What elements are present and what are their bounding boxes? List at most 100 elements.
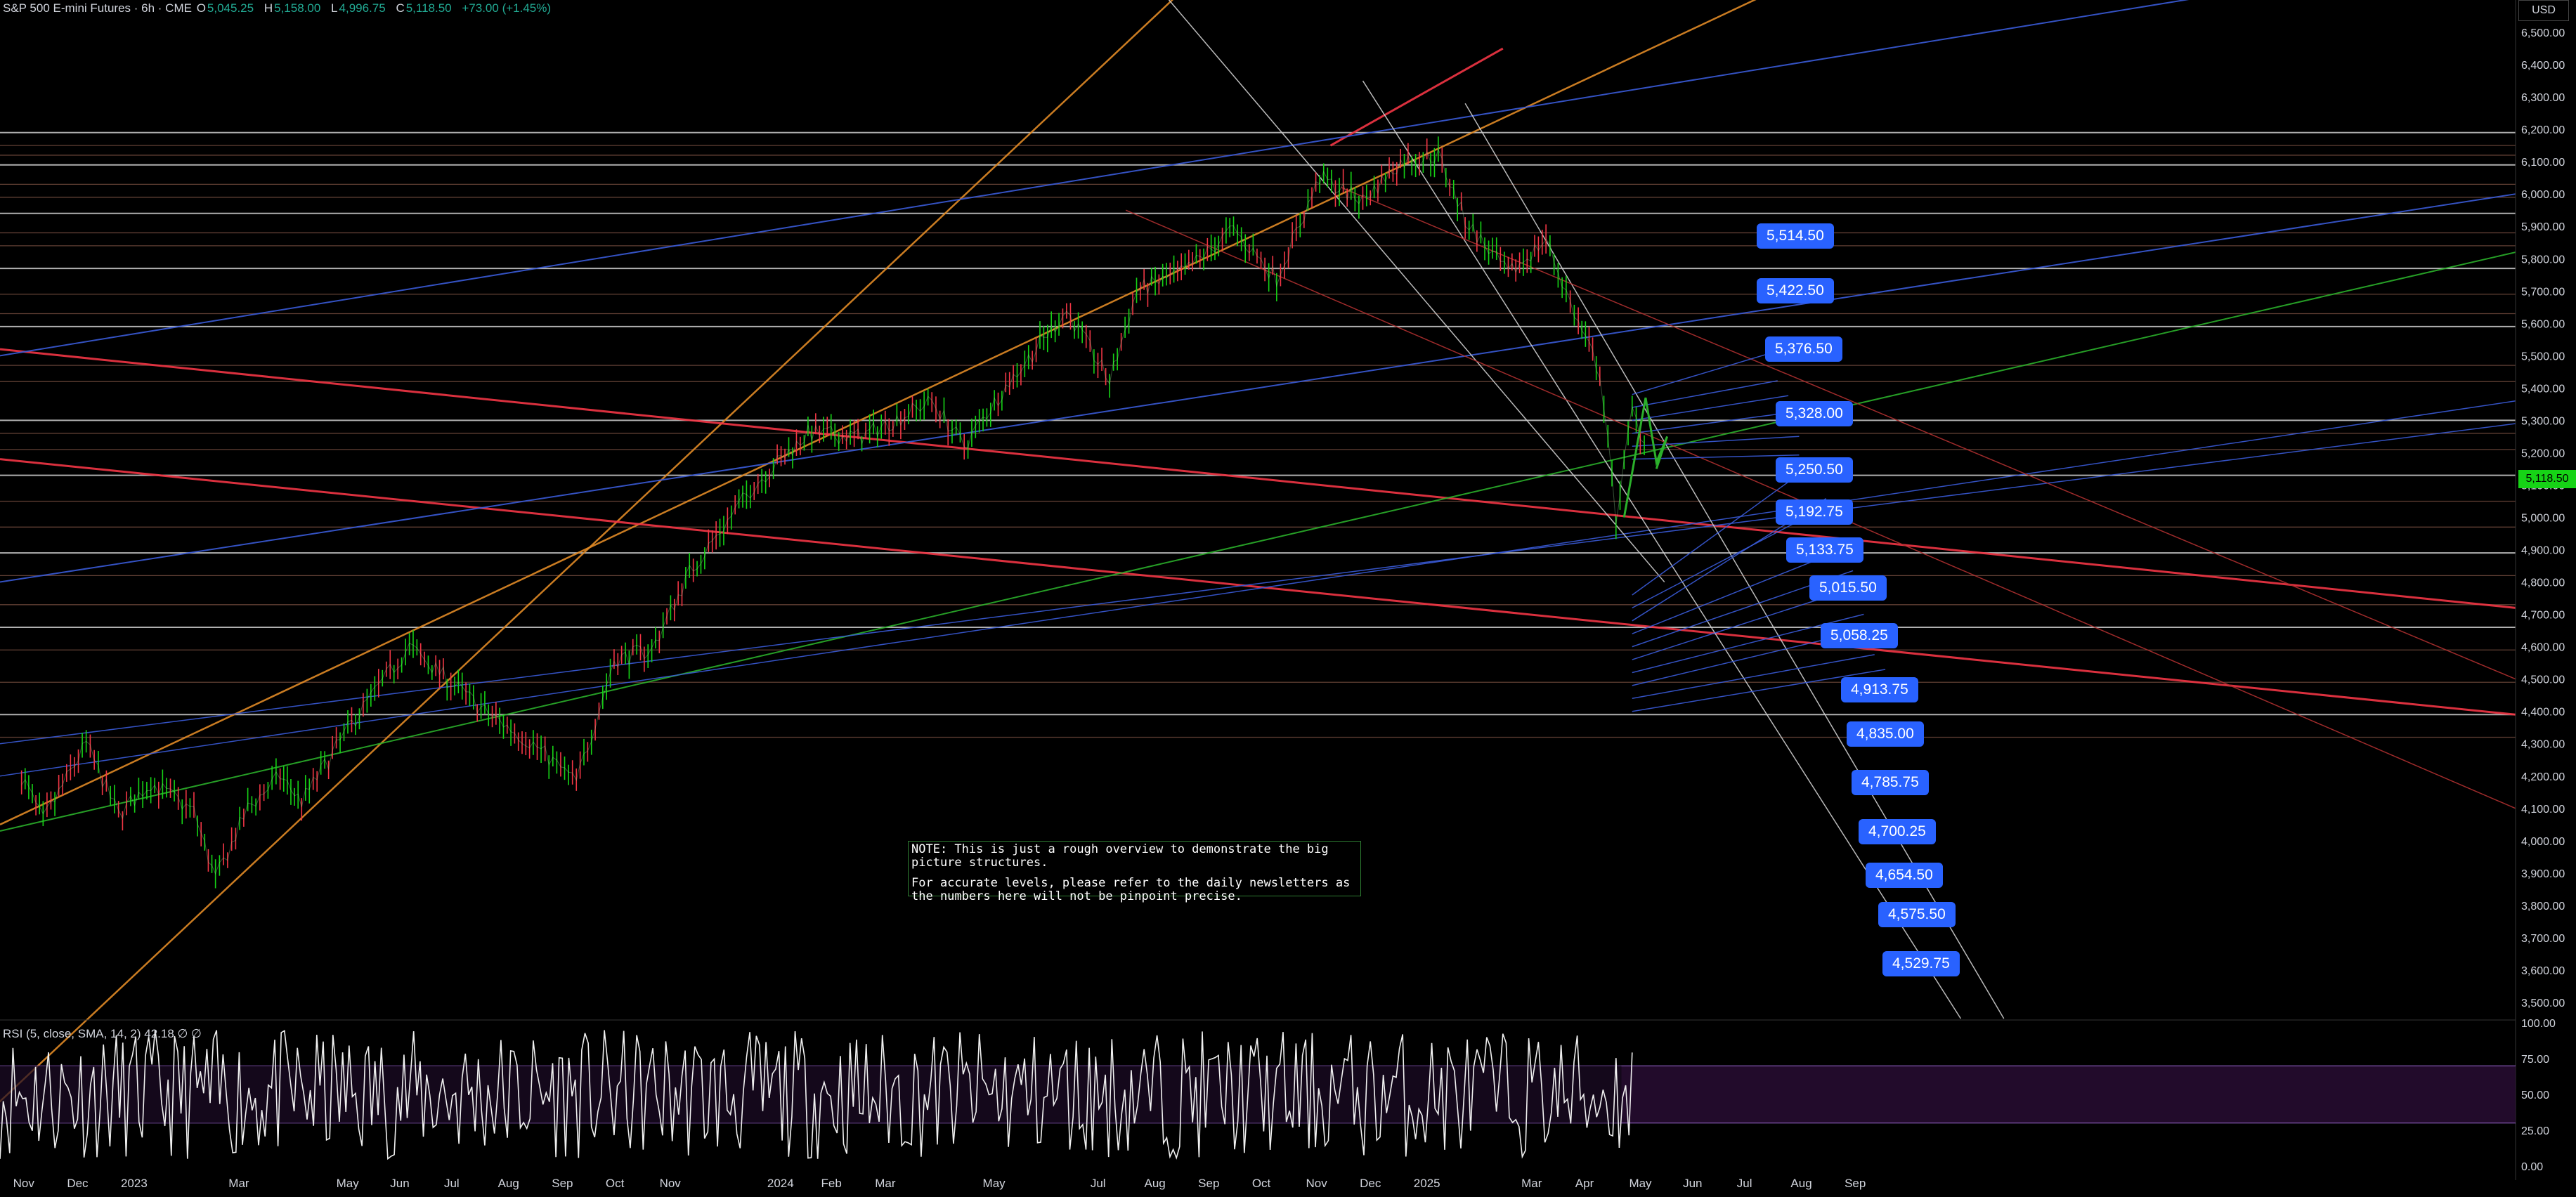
time-axis-tick: Jul [1737,1177,1752,1190]
projection-line [1632,654,1875,700]
price-level-label: 5,514.50 [1757,223,1834,249]
note-line-1: NOTE: This is just a rough overview to d… [911,842,1329,870]
time-axis-tick: Nov [13,1177,35,1190]
last-price-tag: 5,118.50 [2518,469,2576,488]
price-axis-tick: 5,900.00 [2521,221,2565,233]
time-axis-tick: 2025 [1414,1177,1440,1190]
projection-line [1632,436,1800,447]
projection-line [1632,410,1800,434]
trend-line [0,400,2516,777]
trend-line [1329,47,1504,147]
price-axis-tick: 6,300.00 [2521,92,2565,104]
currency-button[interactable]: USD [2518,0,2569,21]
time-axis-tick: 2024 [767,1177,794,1190]
price-axis-tick: 6,500.00 [2521,27,2565,39]
price-path [21,148,1645,875]
trend-line [0,0,2190,357]
trend-line [1362,80,1962,1019]
time-axis-tick: Dec [1360,1177,1381,1190]
projection-line [1632,395,1789,421]
projection-line [1632,473,1800,596]
rsi-band-fill [0,1066,1622,1123]
time-axis-tick: Mar [1521,1177,1542,1190]
price-axis-tick: 4,000.00 [2521,836,2565,848]
rsi-axis-tick: 50.00 [2521,1090,2549,1101]
time-axis-tick: Nov [660,1177,682,1190]
price-axis-tick: 5,700.00 [2521,286,2565,298]
price-level-label: 5,192.75 [1776,499,1853,525]
price-axis-tick: 4,100.00 [2521,804,2565,816]
rsi-header: RSI (5, close, SMA, 14, 2) 42.18 ∅ ∅ [3,1027,202,1040]
price-axis-tick: 4,800.00 [2521,577,2565,589]
rsi-axis-tick: 100.00 [2521,1018,2556,1030]
trend-line [0,0,1757,825]
price-axis-tick: 4,700.00 [2521,610,2565,622]
price-axis-tick: 4,600.00 [2521,642,2565,654]
price-axis-tick: 3,800.00 [2521,901,2565,913]
time-axis-tick: Sep [1845,1177,1866,1190]
price-level-label: 4,785.75 [1852,770,1929,795]
price-level-label: 5,328.00 [1776,401,1853,426]
time-axis-tick: Jul [1091,1177,1106,1190]
time-axis-tick: Apr [1575,1177,1594,1190]
price-axis-tick: 4,400.00 [2521,707,2565,719]
low-value: 4,996.75 [339,1,386,15]
high-value: 5,158.00 [274,1,321,15]
price-axis-tick: 6,000.00 [2521,189,2565,201]
time-axis-tick: 2023 [121,1177,148,1190]
price-level-label: 4,700.25 [1859,819,1936,844]
rsi-axis-tick: 75.00 [2521,1054,2549,1066]
close-label: C [396,1,405,15]
rsi-axis-tick: 25.00 [2521,1125,2549,1137]
price-axis-tick: 5,200.00 [2521,447,2565,459]
price-level-label: 5,058.25 [1821,623,1898,648]
open-label: O [196,1,206,15]
price-level-label: 4,913.75 [1841,677,1918,702]
price-level-label: 4,575.50 [1878,902,1956,927]
price-level-label: 5,133.75 [1786,537,1863,563]
time-axis-tick: Feb [821,1177,842,1190]
time-axis-tick: Oct [606,1177,625,1190]
symbol-header: S&P 500 E-mini Futures · 6h · CME O 5,045… [3,1,558,15]
price-axis-tick: 5,500.00 [2521,351,2565,362]
time-axis-tick: Aug [498,1177,519,1190]
price-axis-tick: 3,700.00 [2521,933,2565,945]
price-axis-tick: 3,600.00 [2521,965,2565,977]
price-axis-tick: 6,400.00 [2521,60,2565,72]
time-axis-tick: May [337,1177,360,1190]
projection-line [1632,669,1886,712]
trend-line [0,251,2516,832]
open-value: 5,045.25 [207,1,254,15]
time-axis-tick: Aug [1790,1177,1811,1190]
time-axis-tick: Oct [1252,1177,1271,1190]
time-axis-tick: May [1629,1177,1652,1190]
rsi-future-band [1621,1066,2516,1123]
time-axis-tick: May [983,1177,1006,1190]
trend-line [1341,187,2516,680]
price-axis-tick: 5,400.00 [2521,383,2565,395]
note-box: NOTE: This is just a rough overview to d… [908,841,1361,903]
time-axis-tick: Mar [875,1177,896,1190]
trend-line [1168,0,1665,583]
symbol-title: S&P 500 E-mini Futures · 6h · CME [3,1,192,15]
time-axis-tick: Dec [67,1177,89,1190]
price-level-label: 4,835.00 [1847,721,1924,747]
time-axis-tick: Nov [1306,1177,1327,1190]
price-level-label: 5,422.50 [1757,278,1834,303]
rsi-axis-tick: 0.00 [2521,1161,2543,1173]
price-axis-tick: 5,000.00 [2521,513,2565,525]
price-level-label: 5,015.50 [1809,575,1887,601]
price-level-label: 5,376.50 [1765,336,1842,362]
time-axis-tick: Sep [552,1177,573,1190]
price-axis-tick: 5,800.00 [2521,254,2565,266]
trend-line [0,193,2516,583]
close-value: 5,118.50 [405,1,452,15]
price-axis-tick: 5,300.00 [2521,415,2565,427]
change-value: +73.00 (+1.45%) [462,1,552,15]
time-axis-tick: Mar [228,1177,249,1190]
high-label: H [264,1,273,15]
price-axis-tick: 6,100.00 [2521,157,2565,169]
price-level-label: 5,250.50 [1776,457,1853,483]
price-axis-tick: 4,500.00 [2521,674,2565,686]
